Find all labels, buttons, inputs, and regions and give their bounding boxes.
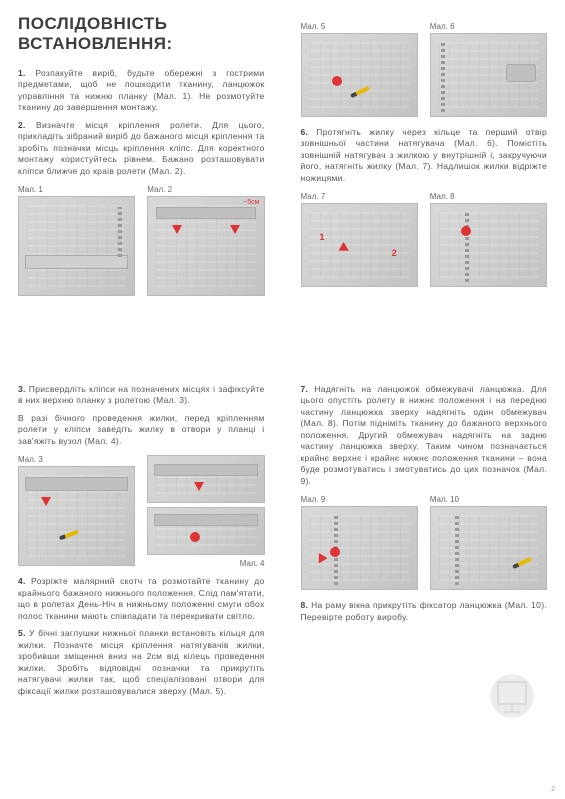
- step-7: 7. Надягніть на ланцюжок обмежувачі ланц…: [301, 384, 548, 487]
- step-5: 5. У бічні заглушки нижньої планки встан…: [18, 628, 265, 697]
- quadrant-bottom-right: 7. Надягніть на ланцюжок обмежувачі ланц…: [283, 370, 565, 799]
- fig-9: Мал. 9: [301, 495, 418, 590]
- quadrant-top-left: ПОСЛІДОВНІСТЬ ВСТАНОВЛЕННЯ: 1. Розпакуйт…: [0, 0, 283, 370]
- fig-7: Мал. 7 1 2: [301, 192, 418, 287]
- step-6: 6. Протягніть жилку через кільце та перш…: [301, 127, 548, 184]
- fig-4: Мал. 4: [147, 455, 264, 570]
- fig-row-bl: Мал. 3 Мал. 4: [18, 455, 265, 570]
- anno-5cm: ~5см: [243, 199, 259, 206]
- fig-8: Мал. 8: [430, 192, 547, 287]
- step-3b: В разі бічного проведення жилки, перед к…: [18, 413, 265, 447]
- quadrant-top-right: Мал. 5 Мал. 6 6. Протягніть жилку через …: [283, 0, 565, 370]
- page-number: 2: [551, 786, 555, 793]
- watermark-icon: [479, 663, 545, 729]
- fig-row-tr-top: Мал. 5 Мал. 6: [301, 22, 548, 117]
- fig-2: Мал. 2 ~5см: [147, 185, 264, 296]
- fig-10: Мал. 10: [430, 495, 547, 590]
- fig-5: Мал. 5: [301, 22, 418, 117]
- step-4: 4. Розріжте малярний скотч та розмотайте…: [18, 576, 265, 622]
- step-3: 3. Присвердліть кліпси на позначених міс…: [18, 384, 265, 407]
- fig-1: Мал. 1: [18, 185, 135, 296]
- heading-title: ПОСЛІДОВНІСТЬ ВСТАНОВЛЕННЯ:: [18, 14, 265, 54]
- quadrant-bottom-left: 3. Присвердліть кліпси на позначених міс…: [0, 370, 283, 799]
- step-8: 8. На раму вікна прикрутіть фіксатор лан…: [301, 600, 548, 623]
- step-1: 1. Розпакуйте виріб, будьте обережні з г…: [18, 68, 265, 114]
- fig-3: Мал. 3: [18, 455, 135, 570]
- step-2: 2. Визначте місця кріплення ролети. Для …: [18, 120, 265, 177]
- fig-row-tr-bot: Мал. 7 1 2 Мал. 8: [301, 192, 548, 287]
- fig-row-tl: Мал. 1 Мал. 2 ~5см: [18, 185, 265, 296]
- fig-6: Мал. 6: [430, 22, 547, 117]
- fig-row-br: Мал. 9 Мал. 10: [301, 495, 548, 590]
